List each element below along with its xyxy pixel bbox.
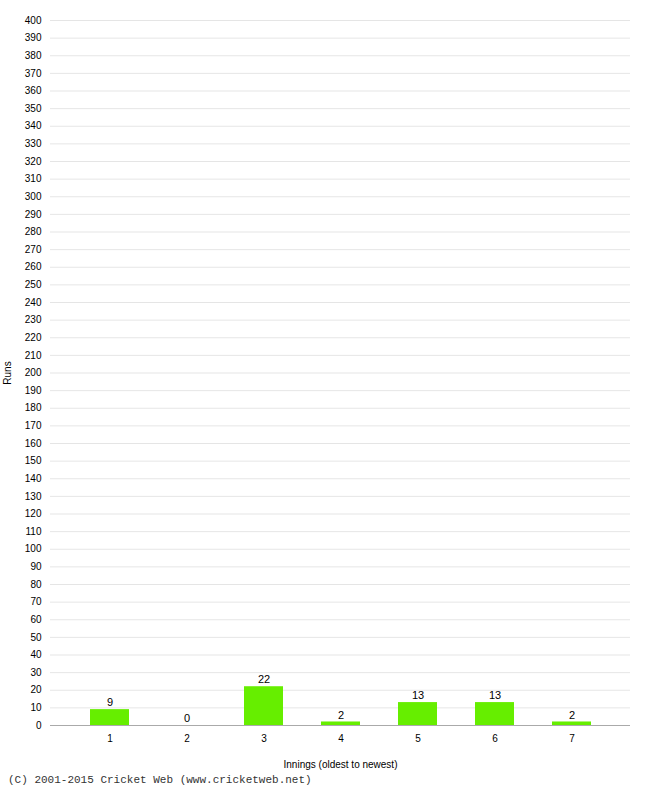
svg-text:2: 2 <box>569 708 575 720</box>
svg-text:220: 220 <box>25 332 42 343</box>
svg-text:50: 50 <box>30 632 42 643</box>
svg-text:190: 190 <box>25 385 42 396</box>
svg-text:310: 310 <box>25 173 42 184</box>
svg-text:270: 270 <box>25 244 42 255</box>
svg-text:5: 5 <box>415 733 421 744</box>
svg-text:0: 0 <box>184 712 190 724</box>
svg-text:280: 280 <box>25 226 42 237</box>
svg-text:250: 250 <box>25 279 42 290</box>
html-text:(C) 2001-2015 Cricket Web (www: (C) 2001-2015 Cricket Web (www.cricketwe… <box>8 774 312 786</box>
svg-text:350: 350 <box>25 103 42 114</box>
svg-text:22: 22 <box>258 673 270 685</box>
svg-text:80: 80 <box>30 579 42 590</box>
svg-text:170: 170 <box>25 420 42 431</box>
svg-text:100: 100 <box>25 543 42 554</box>
svg-text:13: 13 <box>489 689 501 701</box>
svg-text:Innings (oldest to newest): Innings (oldest to newest) <box>284 759 398 770</box>
svg-text:260: 260 <box>25 261 42 272</box>
svg-text:360: 360 <box>25 85 42 96</box>
svg-text:160: 160 <box>25 438 42 449</box>
svg-text:60: 60 <box>30 614 42 625</box>
svg-text:400: 400 <box>25 15 42 26</box>
svg-text:370: 370 <box>25 68 42 79</box>
svg-text:7: 7 <box>569 733 575 744</box>
svg-text:390: 390 <box>25 32 42 43</box>
svg-text:210: 210 <box>25 350 42 361</box>
svg-text:9: 9 <box>107 696 113 708</box>
svg-text:10: 10 <box>30 702 42 713</box>
svg-text:380: 380 <box>25 50 42 61</box>
svg-text:240: 240 <box>25 297 42 308</box>
svg-text:6: 6 <box>492 733 498 744</box>
svg-text:2: 2 <box>184 733 190 744</box>
svg-text:20: 20 <box>30 684 42 695</box>
svg-text:130: 130 <box>25 491 42 502</box>
svg-text:4: 4 <box>338 733 344 744</box>
svg-text:320: 320 <box>25 156 42 167</box>
svg-text:120: 120 <box>25 508 42 519</box>
svg-text:140: 140 <box>25 473 42 484</box>
svg-text:0: 0 <box>36 720 42 731</box>
svg-text:40: 40 <box>30 649 42 660</box>
svg-text:180: 180 <box>25 402 42 413</box>
svg-text:340: 340 <box>25 120 42 131</box>
svg-text:200: 200 <box>25 367 42 378</box>
svg-text:150: 150 <box>25 455 42 466</box>
svg-text:13: 13 <box>412 689 424 701</box>
svg-text:330: 330 <box>25 138 42 149</box>
svg-text:3: 3 <box>261 733 267 744</box>
svg-text:1: 1 <box>107 733 113 744</box>
svg-text:230: 230 <box>25 314 42 325</box>
svg-text:290: 290 <box>25 209 42 220</box>
svg-text:110: 110 <box>26 526 42 537</box>
svg-text:70: 70 <box>30 596 42 607</box>
svg-text:90: 90 <box>30 561 42 572</box>
svg-text:2: 2 <box>338 708 344 720</box>
svg-text:Runs: Runs <box>2 361 13 384</box>
svg-text:300: 300 <box>25 191 42 202</box>
svg-text:30: 30 <box>30 667 42 678</box>
